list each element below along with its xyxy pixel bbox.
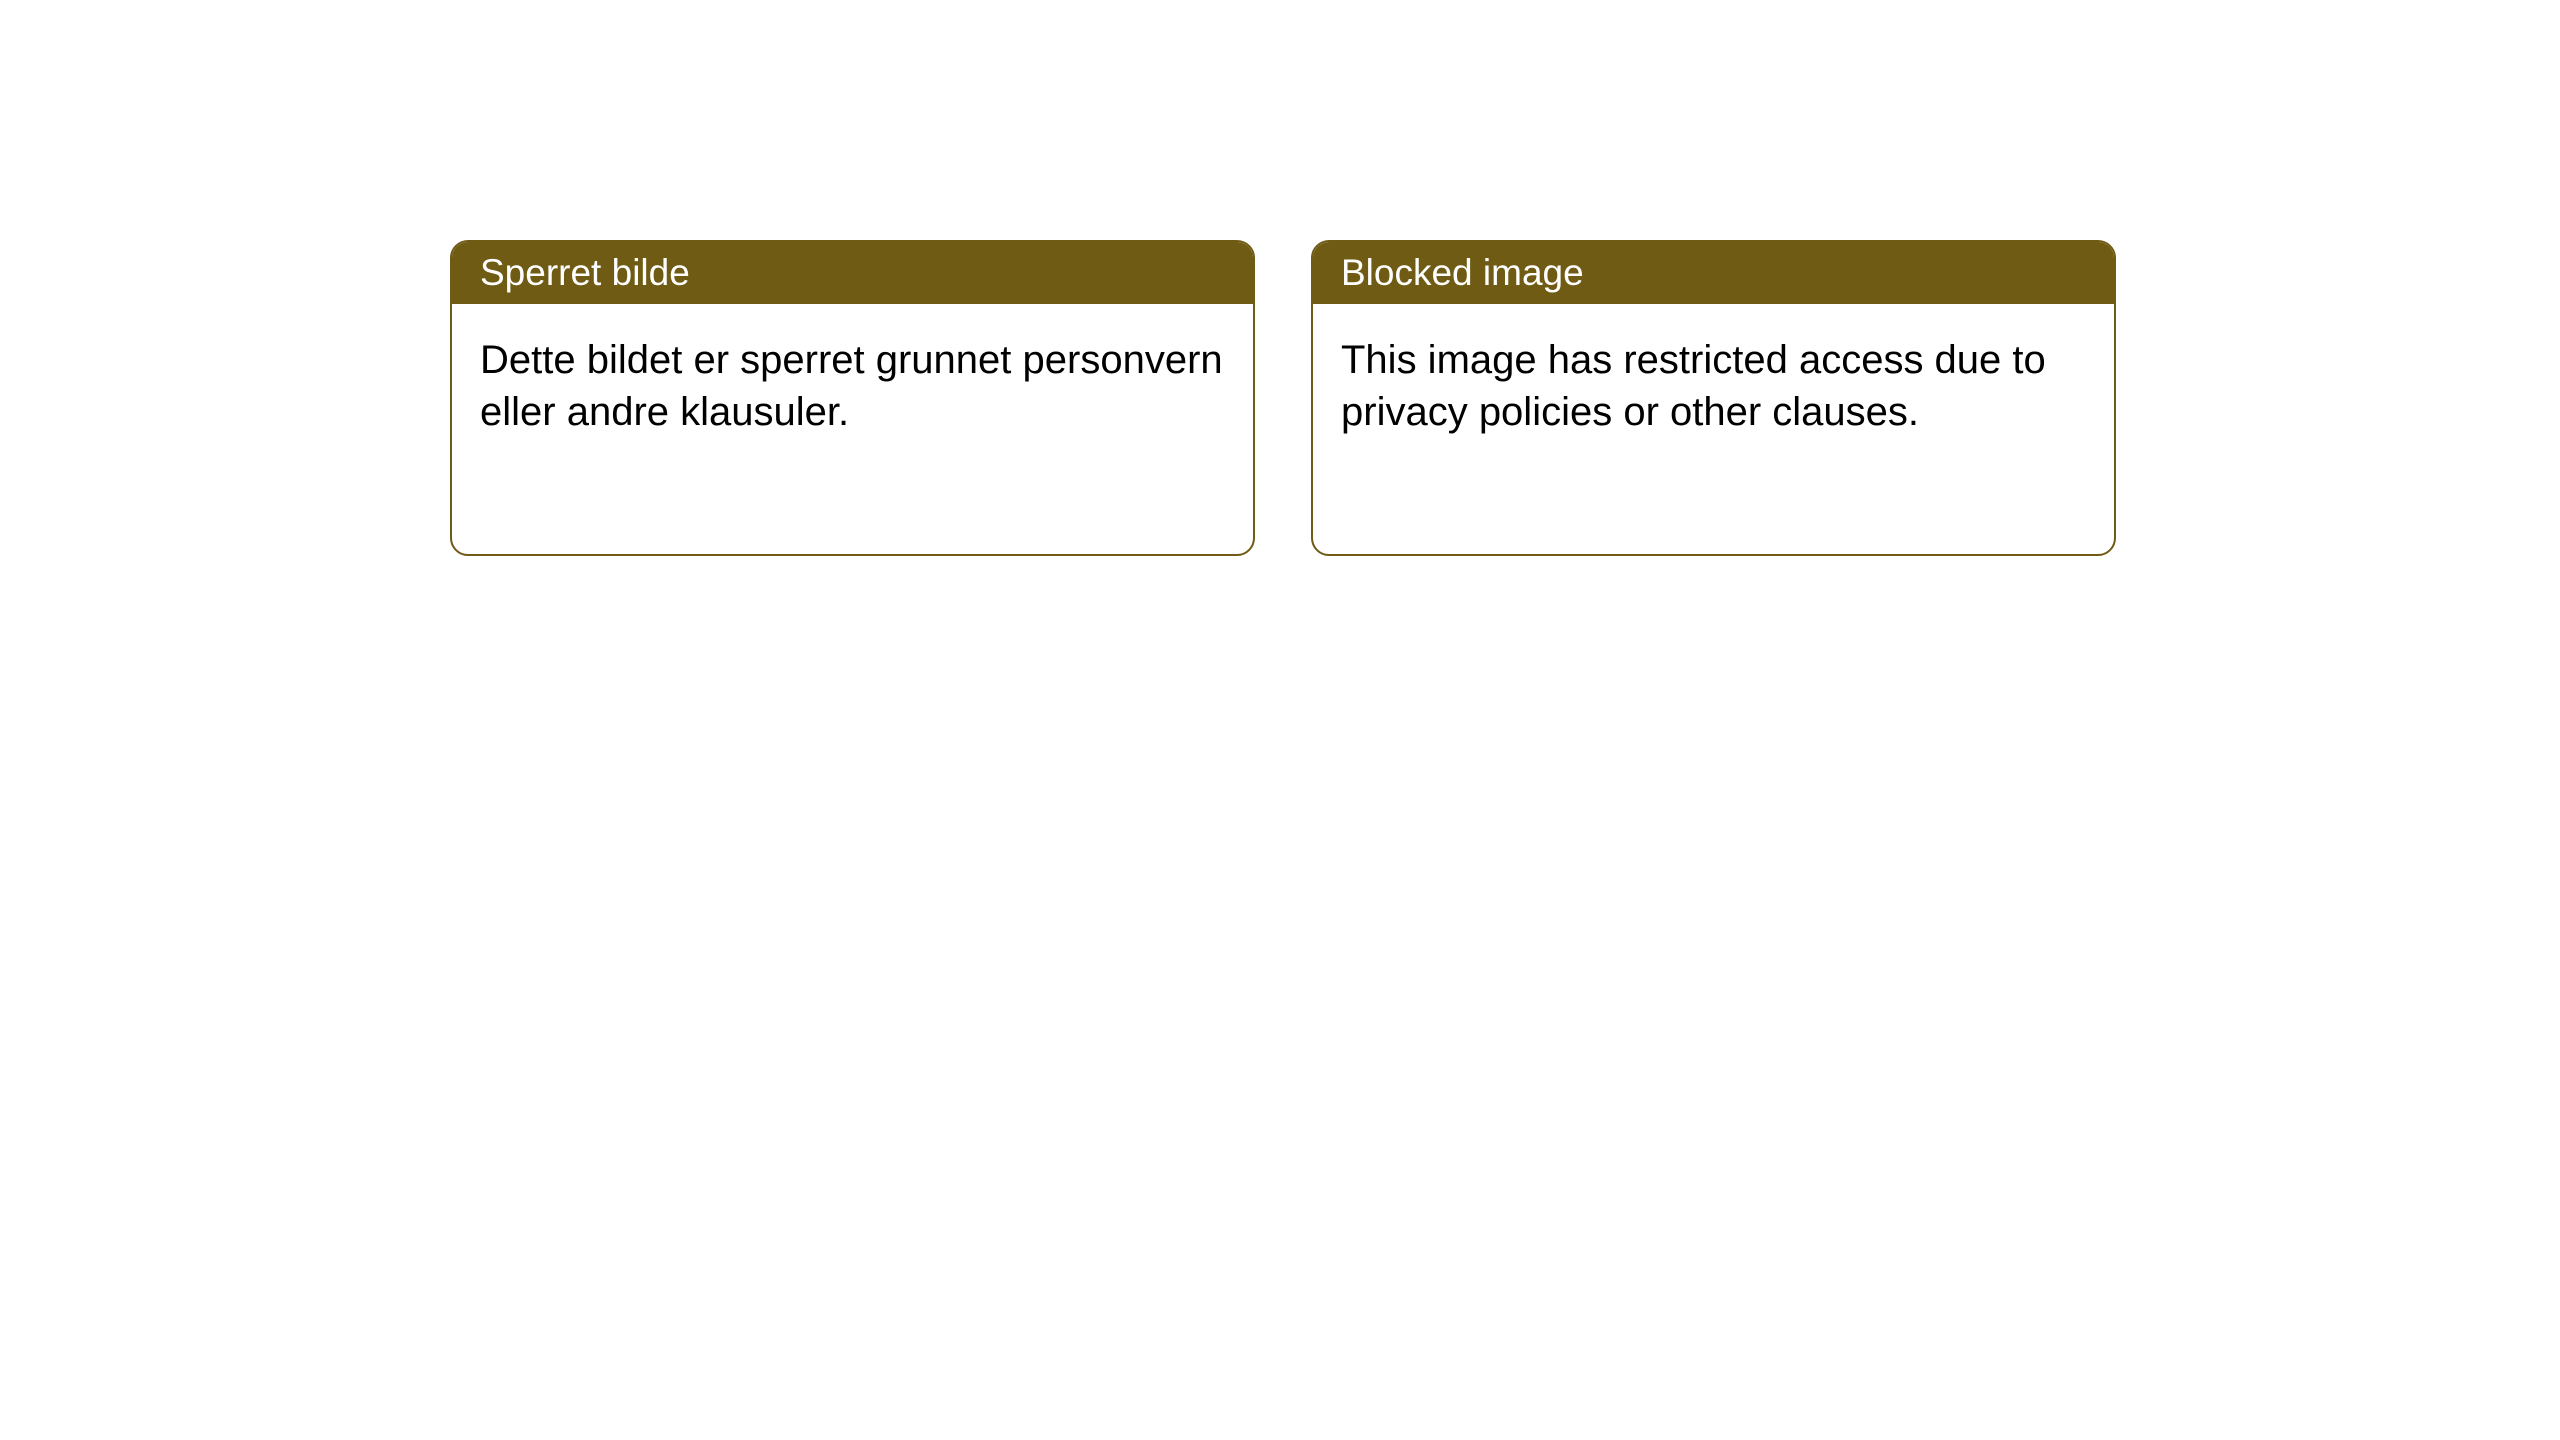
notice-card-english: Blocked image This image has restricted …	[1311, 240, 2116, 556]
notice-card-container: Sperret bilde Dette bildet er sperret gr…	[0, 0, 2560, 556]
card-header: Sperret bilde	[452, 242, 1253, 304]
card-body: Dette bildet er sperret grunnet personve…	[452, 304, 1253, 554]
notice-card-norwegian: Sperret bilde Dette bildet er sperret gr…	[450, 240, 1255, 556]
card-body-text: This image has restricted access due to …	[1341, 338, 2046, 434]
card-title: Blocked image	[1341, 252, 1584, 293]
card-body: This image has restricted access due to …	[1313, 304, 2114, 554]
card-header: Blocked image	[1313, 242, 2114, 304]
card-body-text: Dette bildet er sperret grunnet personve…	[480, 338, 1223, 434]
card-title: Sperret bilde	[480, 252, 690, 293]
